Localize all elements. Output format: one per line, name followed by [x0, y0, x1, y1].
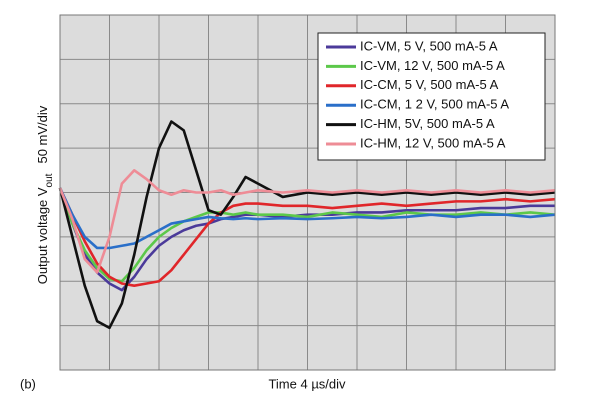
traces: [58, 120, 556, 330]
legend-label: IC-VM, 5 V, 500 mA-5 A: [360, 38, 498, 53]
trace: [58, 120, 556, 330]
legend-label: IC-HM, 5V, 500 mA-5 A: [360, 116, 495, 131]
legend-label: IC-CM, 5 V, 500 mA-5 A: [360, 77, 499, 92]
trace: [58, 187, 556, 287]
legend-label: IC-VM, 12 V, 500 mA-5 A: [360, 58, 505, 73]
y-label-scale: 50 mV/div: [35, 105, 50, 163]
legend: IC-VM, 5 V, 500 mA-5 A IC-VM, 12 V, 500 m…: [317, 32, 546, 161]
legend-label: IC-HM, 12 V, 500 mA-5 A: [360, 135, 506, 150]
x-axis-label: Time 4 µs/div: [268, 376, 346, 391]
trace: [58, 187, 555, 292]
trace: [58, 187, 556, 250]
y-axis-label: Output voltage Vout 50 mV/div: [35, 105, 55, 284]
y-label-sub: out: [44, 173, 55, 187]
legend-box: [317, 32, 546, 161]
trace: [58, 169, 556, 274]
panel-label: (b): [20, 376, 36, 391]
y-label-main: Output voltage V: [35, 187, 50, 284]
legend-label: IC-CM, 1 2 V, 500 mA-5 A: [360, 97, 509, 112]
plot-frame: [59, 14, 556, 371]
